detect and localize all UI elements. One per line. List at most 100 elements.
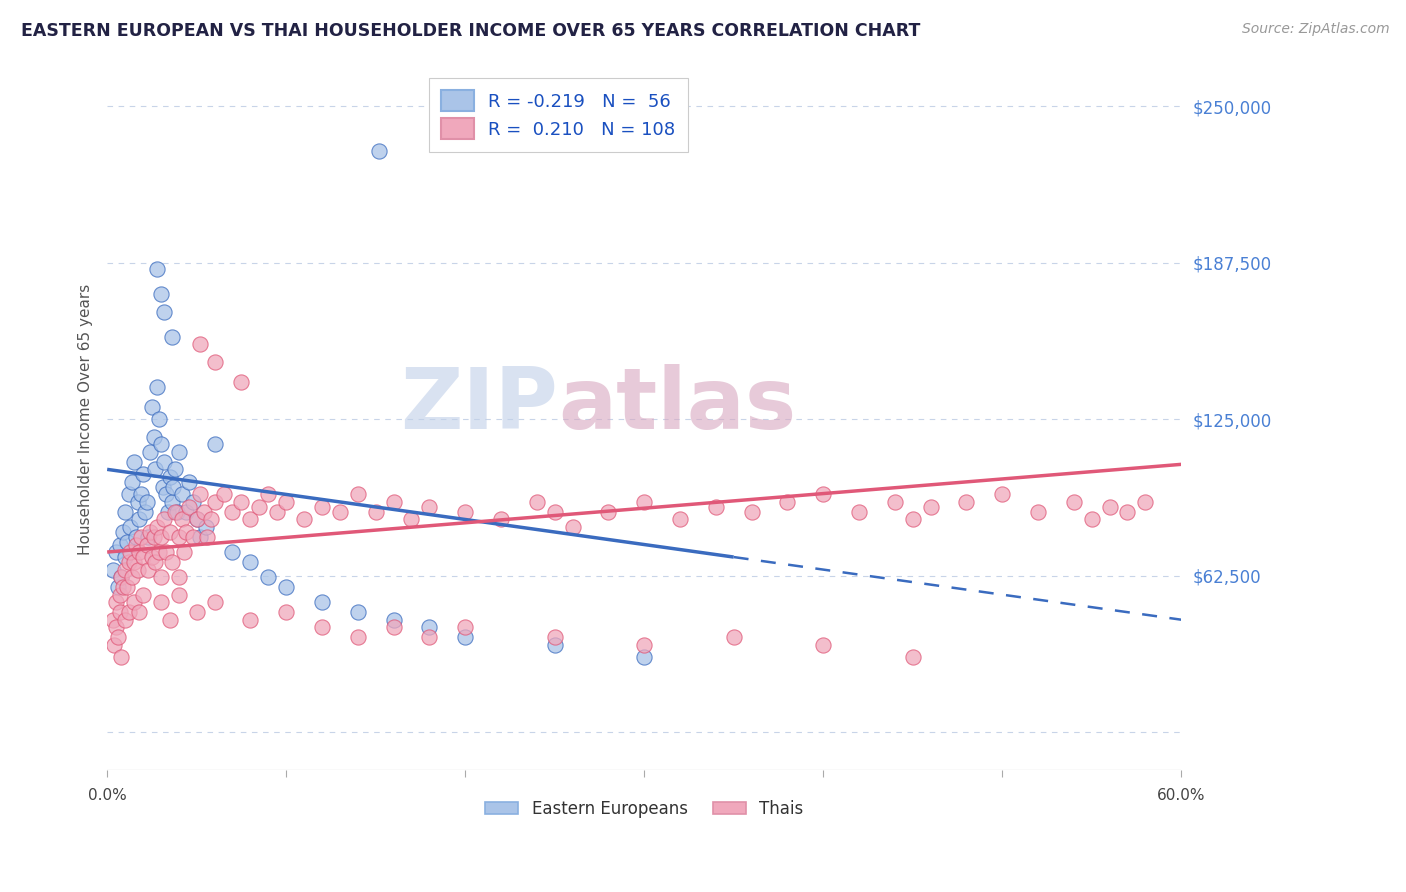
Point [174,524,197,539]
Text: atlas: atlas [558,364,796,447]
Point [723,630,745,644]
Point [186,605,208,619]
Point [112,524,135,539]
Point [454,505,477,519]
Point [167,570,190,584]
Point [129,487,152,501]
Point [418,500,440,514]
Point [159,613,181,627]
Point [364,505,387,519]
Point [146,262,169,277]
Point [181,495,204,509]
Point [188,530,211,544]
Point [741,505,763,519]
Point [179,500,201,514]
Point [146,520,169,534]
Point [382,613,405,627]
Point [811,487,834,501]
Point [101,613,124,627]
Point [135,537,157,551]
Point [103,638,125,652]
Point [197,530,219,544]
Point [186,512,208,526]
Point [991,487,1014,501]
Point [110,570,132,584]
Point [105,595,128,609]
Point [167,445,190,459]
Point [1098,500,1121,514]
Point [115,535,138,549]
Point [257,570,280,584]
Point [108,537,131,551]
Legend: Eastern Europeans, Thais: Eastern Europeans, Thais [478,794,810,825]
Point [204,354,226,368]
Point [489,512,512,526]
Point [382,620,405,634]
Point [160,495,183,509]
Point [153,512,176,526]
Point [127,563,149,577]
Point [167,588,190,602]
Point [117,487,139,501]
Point [149,437,172,451]
Point [526,495,548,509]
Point [122,455,145,469]
Point [776,495,799,509]
Point [148,412,170,426]
Point [311,620,333,634]
Point [194,520,217,534]
Point [292,512,315,526]
Point [204,437,226,451]
Point [172,512,194,526]
Point [561,520,583,534]
Point [105,620,128,634]
Point [221,545,243,559]
Point [149,287,172,301]
Point [127,495,149,509]
Point [172,487,194,501]
Point [129,530,152,544]
Point [132,588,155,602]
Point [231,495,253,509]
Point [1063,495,1085,509]
Point [112,580,135,594]
Point [107,630,129,644]
Point [145,555,167,569]
Point [1135,495,1157,509]
Point [231,375,253,389]
Point [142,430,165,444]
Point [139,445,162,459]
Point [115,580,138,594]
Point [200,512,222,526]
Point [454,630,477,644]
Point [221,505,243,519]
Point [162,480,184,494]
Point [114,563,136,577]
Text: ZIP: ZIP [401,364,558,447]
Point [135,495,157,509]
Point [188,487,211,501]
Point [454,620,477,634]
Point [142,530,165,544]
Point [1026,505,1049,519]
Point [901,650,924,665]
Point [204,495,226,509]
Point [120,545,142,559]
Point [114,613,136,627]
Point [157,505,180,519]
Point [811,638,834,652]
Point [848,505,870,519]
Y-axis label: Householder Income Over 65 years: Householder Income Over 65 years [79,284,93,555]
Point [669,512,692,526]
Point [188,337,211,351]
Point [117,605,139,619]
Point [174,505,197,519]
Point [128,605,150,619]
Point [329,505,352,519]
Text: EASTERN EUROPEAN VS THAI HOUSEHOLDER INCOME OVER 65 YEARS CORRELATION CHART: EASTERN EUROPEAN VS THAI HOUSEHOLDER INC… [21,22,921,40]
Point [141,400,163,414]
Point [153,304,176,318]
Point [110,570,132,584]
Point [1080,512,1102,526]
Point [633,650,655,665]
